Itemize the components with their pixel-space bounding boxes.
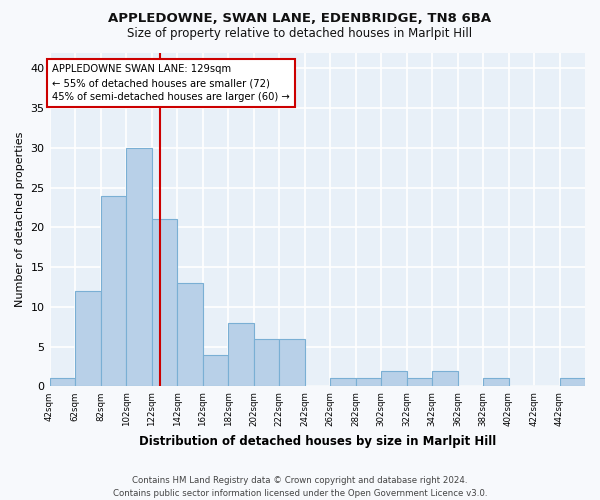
Bar xyxy=(254,338,279,386)
Text: APPLEDOWNE SWAN LANE: 129sqm
← 55% of detached houses are smaller (72)
45% of se: APPLEDOWNE SWAN LANE: 129sqm ← 55% of de… xyxy=(52,64,290,102)
Bar xyxy=(381,370,407,386)
Bar xyxy=(483,378,509,386)
Y-axis label: Number of detached properties: Number of detached properties xyxy=(15,132,25,307)
Bar xyxy=(203,354,228,386)
Bar xyxy=(560,378,585,386)
Bar xyxy=(152,220,177,386)
Bar xyxy=(432,370,458,386)
Bar xyxy=(279,338,305,386)
X-axis label: Distribution of detached houses by size in Marlpit Hill: Distribution of detached houses by size … xyxy=(139,434,496,448)
Text: Contains HM Land Registry data © Crown copyright and database right 2024.
Contai: Contains HM Land Registry data © Crown c… xyxy=(113,476,487,498)
Bar xyxy=(177,283,203,387)
Bar xyxy=(407,378,432,386)
Bar xyxy=(50,378,75,386)
Bar xyxy=(75,291,101,386)
Bar xyxy=(356,378,381,386)
Text: Size of property relative to detached houses in Marlpit Hill: Size of property relative to detached ho… xyxy=(127,28,473,40)
Text: APPLEDOWNE, SWAN LANE, EDENBRIDGE, TN8 6BA: APPLEDOWNE, SWAN LANE, EDENBRIDGE, TN8 6… xyxy=(109,12,491,26)
Bar xyxy=(330,378,356,386)
Bar xyxy=(101,196,126,386)
Bar xyxy=(228,323,254,386)
Bar xyxy=(126,148,152,386)
